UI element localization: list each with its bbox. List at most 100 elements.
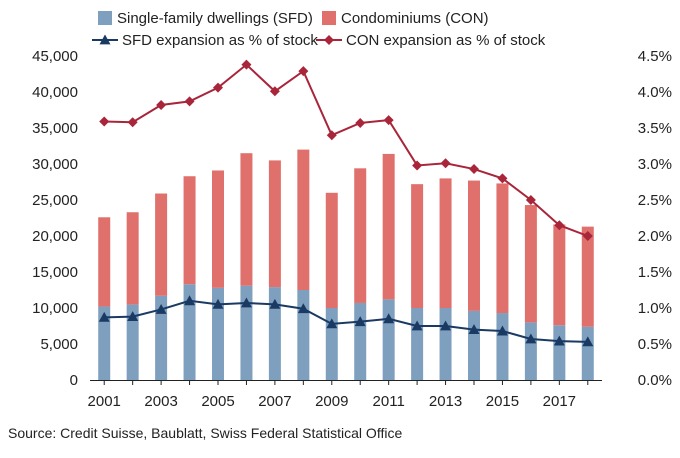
point-sfd-pct-2008 [297,303,309,314]
point-con-pct-2013 [440,158,451,169]
legend-marker-con-pct [324,35,334,45]
bar-con-2014 [468,180,480,311]
y-right-tick-label-4: 2.0% [638,228,672,245]
point-sfd-pct-2013 [440,320,452,331]
bar-sfd-2016 [524,322,537,380]
bar-sfd-2003 [155,295,168,380]
line-sfd-pct [104,299,588,343]
bars-layer [98,149,594,380]
point-con-pct-2015 [497,173,508,184]
point-con-pct-2017 [554,220,565,231]
bar-sfd-2010 [354,302,367,380]
x-tick-label-2007: 2007 [258,393,291,410]
point-sfd-pct-2011 [383,313,395,324]
bar-con-2002 [126,212,139,305]
point-con-pct-2018 [582,231,593,241]
bar-con-2012 [411,184,424,308]
y-right-tick-label-0: 0.0% [638,372,672,389]
point-con-pct-2005 [213,82,223,93]
bar-sfd-2004 [183,284,196,380]
bar-sfd-2002 [126,304,139,380]
legend-label-con: Condominiums (CON) [341,10,489,27]
point-sfd-pct-2018 [582,336,594,347]
bar-sfd-2013 [439,308,452,380]
point-con-pct-2008 [298,66,309,77]
bar-con-2011 [382,153,395,300]
y-left-tick-label-7: 35,000 [32,120,78,137]
legend-label-sfd: Single-family dwellings (SFD) [117,10,313,27]
legend-swatch-con [322,11,336,25]
x-tick-label-2015: 2015 [486,393,519,410]
bar-con-2015 [496,183,509,314]
point-sfd-pct-2007 [269,298,281,309]
line-con-pct [104,63,589,237]
bar-con-2006 [240,153,253,286]
bar-con-2016 [524,205,537,323]
point-sfd-pct-2016 [525,333,537,344]
y-left-tick-label-9: 45,000 [32,48,78,65]
y-left-tick-label-4: 20,000 [32,228,78,245]
point-sfd-pct-2017 [553,335,565,346]
x-tick-label-2003: 2003 [144,393,177,410]
point-sfd-pct-2010 [354,316,366,327]
y-right-tick-label-3: 1.5% [638,264,672,281]
bar-con-2008 [297,149,310,290]
point-con-pct-2002 [127,117,138,128]
point-sfd-pct-2001 [98,311,110,322]
legend-label-con-pct: CON expansion as % of stock [346,32,546,49]
x-tick-label-2017: 2017 [543,393,576,410]
bar-sfd-2012 [411,308,424,380]
point-con-pct-2006 [241,59,252,70]
point-con-pct-2012 [412,160,423,171]
point-sfd-pct-2003 [155,303,167,314]
point-sfd-pct-2005 [212,298,224,309]
bar-sfd-2014 [468,310,480,380]
lines-layer [98,59,594,347]
point-sfd-pct-2014 [468,324,480,334]
bar-sfd-2011 [382,299,395,380]
y-left-tick-label-5: 25,000 [32,192,78,209]
y-left-tick-label-6: 30,000 [32,156,78,173]
bar-sfd-2005 [212,287,224,380]
y-left-tick-label-0: 0 [70,372,78,389]
bar-con-2005 [212,170,224,288]
y-right-tick-label-2: 1.0% [638,300,672,317]
x-tick-label-2001: 2001 [88,393,121,410]
y-right-tick-label-6: 3.0% [638,156,672,173]
y-right-tick-label-8: 4.0% [638,84,672,101]
legend-marker-sfd-pct [99,34,111,45]
source-note: Source: Credit Suisse, Baublatt, Swiss F… [8,425,402,441]
bar-sfd-2018 [581,326,594,380]
point-con-pct-2007 [269,86,280,97]
y-left-tick-label-3: 15,000 [32,264,78,281]
bar-sfd-2001 [98,306,111,380]
bar-con-2007 [268,160,281,288]
point-sfd-pct-2002 [127,311,139,322]
x-tick-label-2011: 2011 [373,393,405,410]
x-tick-label-2005: 2005 [201,393,234,410]
point-con-pct-2003 [156,99,167,110]
bar-con-2003 [155,193,168,296]
bar-sfd-2017 [553,325,566,380]
bar-sfd-2007 [268,287,281,380]
bar-con-2013 [439,178,452,308]
legend-label-sfd-pct: SFD expansion as % of stock [122,32,318,49]
point-con-pct-2011 [383,115,394,126]
point-sfd-pct-2015 [496,325,508,336]
y-right-tick-label-7: 3.5% [638,120,672,137]
point-sfd-pct-2006 [240,297,252,308]
legend: Single-family dwellings (SFD) Condominium… [92,10,546,49]
point-con-pct-2014 [469,164,479,175]
point-con-pct-2009 [326,130,337,141]
bar-con-2010 [354,168,367,303]
point-con-pct-2004 [184,96,195,107]
bar-con-2001 [98,217,111,307]
bar-sfd-2006 [240,285,253,380]
x-tick-label-2013: 2013 [429,393,462,410]
y-left-tick-label-8: 40,000 [32,84,78,101]
y-right-tick-label-1: 0.5% [638,336,672,353]
legend-swatch-sfd [98,11,112,25]
y-left-tick-label-2: 10,000 [32,300,78,317]
